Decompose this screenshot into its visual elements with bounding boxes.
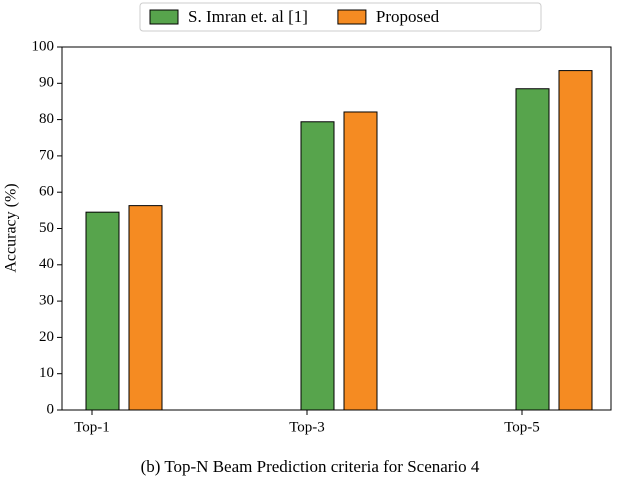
y-tick-label: 70 bbox=[39, 147, 54, 163]
bar bbox=[558, 70, 593, 411]
y-tick-label: 20 bbox=[39, 329, 54, 345]
legend-label: Proposed bbox=[376, 7, 440, 26]
y-tick-label: 100 bbox=[32, 38, 55, 54]
caption: (b) Top-N Beam Prediction criteria for S… bbox=[141, 457, 480, 476]
y-tick-label: 40 bbox=[39, 256, 54, 272]
y-axis-label: Accuracy (%) bbox=[3, 183, 20, 272]
x-tick-label: Top-1 bbox=[74, 419, 110, 435]
bar bbox=[128, 205, 163, 411]
y-tick-label: 60 bbox=[39, 184, 54, 200]
x-tick-label: Top-3 bbox=[289, 419, 325, 435]
y-tick-label: 0 bbox=[47, 401, 55, 417]
legend-swatch bbox=[337, 9, 367, 25]
bar bbox=[85, 211, 120, 411]
x-tick-label: Top-5 bbox=[504, 419, 540, 435]
y-tick-label: 10 bbox=[39, 365, 54, 381]
y-tick-label: 80 bbox=[39, 111, 54, 127]
legend-label: S. Imran et. al [1] bbox=[188, 7, 308, 26]
legend-swatch bbox=[149, 9, 179, 25]
plot-frame bbox=[61, 46, 612, 411]
y-tick-label: 90 bbox=[39, 75, 54, 91]
bar bbox=[343, 111, 378, 411]
bar bbox=[300, 121, 335, 411]
y-tick-label: 50 bbox=[39, 220, 54, 236]
y-tick-label: 30 bbox=[39, 293, 54, 309]
bar bbox=[515, 88, 550, 411]
